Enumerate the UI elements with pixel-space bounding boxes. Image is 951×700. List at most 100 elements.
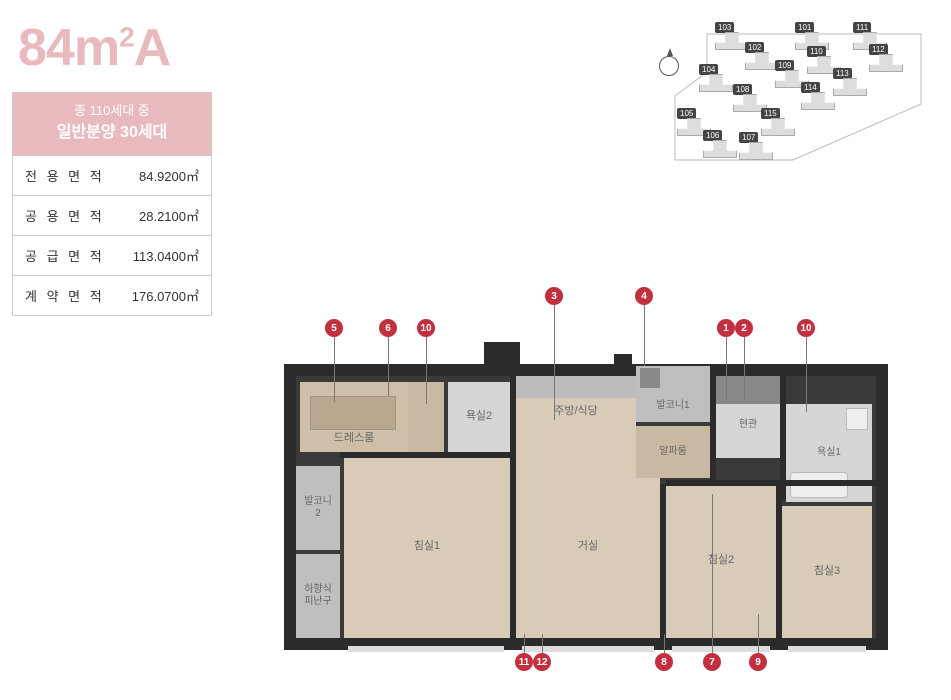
callout-marker: 12 [533,653,551,671]
callout-marker: 1 [717,319,735,337]
building-number-badge: 103 [715,22,734,33]
info-value: 28.2100㎡ [139,206,199,225]
site-building: 113 [833,78,867,96]
callout-marker: 10 [417,319,435,337]
room-label: 주방/식당 [554,405,598,418]
building-number-badge: 111 [853,22,871,33]
room-label: 현관 [739,419,757,431]
info-value: 176.0700㎡ [132,286,199,305]
callout-line [758,614,759,653]
wall-notch [484,342,520,376]
building-shape-icon [703,140,737,158]
room-balcony1: 발코니1 [636,366,710,422]
interior-wall [666,480,876,486]
window-sill [672,646,770,652]
callout-line [644,305,645,366]
building-number-badge: 113 [833,68,852,79]
room-bedroom2: 침실2 [666,484,776,638]
site-building: 114 [801,92,835,110]
site-building: 112 [869,54,903,72]
room-bedroom3: 침실3 [782,506,872,638]
callout-marker: 4 [635,287,653,305]
info-label: 공 급 면 적 [25,246,105,265]
site-building: 106 [703,140,737,158]
window-sill [788,646,866,652]
window-sill [348,646,504,652]
site-map: 1031011111021101121041091131081141051151… [673,28,923,168]
building-number-badge: 114 [801,82,820,93]
callout-marker: 11 [515,653,533,671]
ac-unit [640,368,660,388]
building-shape-icon [801,92,835,110]
building-number-badge: 112 [869,44,888,55]
building-number-badge: 108 [733,84,752,95]
room-label: 발코니 2 [304,496,332,520]
building-shape-icon [715,32,749,50]
building-number-badge: 104 [699,64,718,75]
room-balcony2: 발코니 2 [296,466,340,550]
room-label: 알파룸 [659,446,687,458]
site-building: 103 [715,32,749,50]
interior-wall [340,452,510,458]
building-shape-icon [699,74,733,92]
room-living: 거실 [516,456,660,638]
callout-marker: 5 [325,319,343,337]
building-number-badge: 106 [703,130,722,141]
info-header-line2: 일반분양 30세대 [57,124,168,141]
info-label: 계 약 면 적 [25,286,105,305]
callout-marker: 10 [797,319,815,337]
callout-line [542,634,543,653]
room-dressroom: 드레스룸 [300,382,408,452]
interior-wall [660,484,666,638]
building-shape-icon [833,78,867,96]
room-label: 침실1 [414,540,440,553]
building-number-badge: 110 [807,46,826,57]
callout-line [806,337,807,412]
room-bath1: 욕실1 [786,404,872,502]
callout-marker: 8 [655,653,673,671]
interior-wall [710,376,716,480]
site-building: 104 [699,74,733,92]
unit-title-pre: 84m [18,19,119,77]
unit-title-sup: 2 [119,22,134,53]
info-label: 전 용 면 적 [25,166,105,185]
building-number-badge: 107 [739,132,758,143]
info-label: 공 용 면 적 [25,206,105,225]
building-number-badge: 109 [775,60,794,71]
unit-type-title: 84m2A [18,18,170,78]
room-bath2: 욕실2 [448,382,510,452]
room-bedroom1: 침실1 [344,456,510,638]
building-number-badge: 102 [745,42,764,53]
callout-marker: 7 [703,653,721,671]
toilet-icon [846,408,868,430]
area-info-panel: 총 110세대 중 일반분양 30세대 전 용 면 적 84.9200㎡ 공 용… [12,92,212,316]
callout-line [712,494,713,653]
interior-wall [780,376,786,500]
room-label: 거실 [578,540,598,553]
building-number-badge: 115 [761,108,780,119]
callout-line [554,305,555,420]
callout-line [744,337,745,400]
callout-line [334,337,335,402]
callout-line [524,634,525,653]
site-building: 107 [739,142,773,160]
building-shape-icon [869,54,903,72]
interior-wall [776,484,782,638]
info-row: 계 약 면 적 176.0700㎡ [13,276,211,315]
unit-title-post: A [134,19,171,77]
room-label: 욕실1 [817,447,841,459]
building-number-badge: 101 [795,22,814,33]
info-row: 공 용 면 적 28.2100㎡ [13,196,211,236]
counter [516,376,636,398]
wall-notch [614,354,632,376]
callout-marker: 6 [379,319,397,337]
room-label: 욕실2 [466,410,492,423]
callout-line [726,337,727,400]
building-number-badge: 105 [677,108,696,119]
callout-line [664,634,665,653]
info-value: 113.0400㎡ [133,246,199,265]
building-shape-icon [739,142,773,160]
floorplan: 드레스룸 욕실2 발코니 2 하향식 피난구 침실1 주방/식당 거실 발코니1… [284,336,904,660]
room-label: 하향식 피난구 [304,584,332,608]
room-label: 발코니1 [656,400,689,412]
